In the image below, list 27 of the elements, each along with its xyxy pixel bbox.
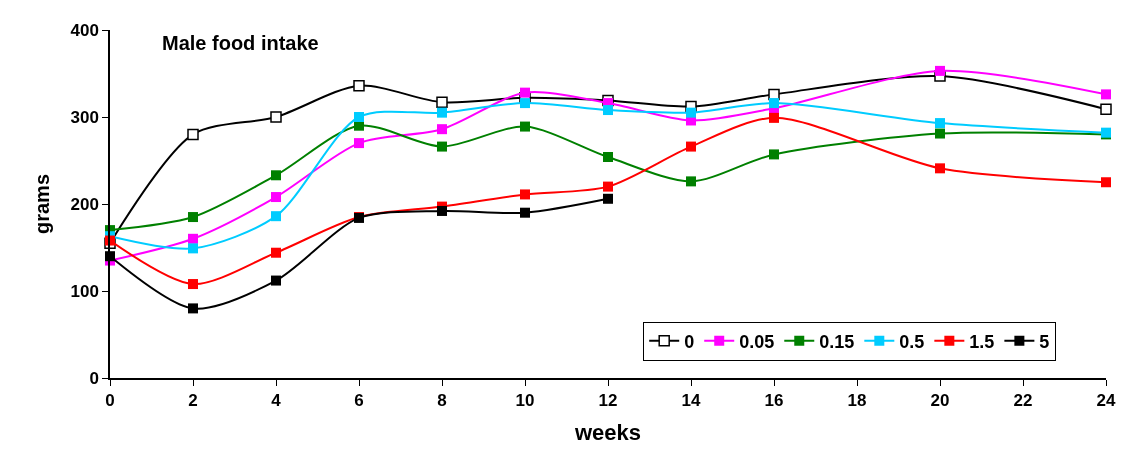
x-tick-label: 12 [598,391,618,411]
y-axis-title: grams [31,173,54,235]
x-tick-label: 14 [681,391,701,411]
legend-label: 0.15 [819,331,855,352]
x-tick-label: 24 [1096,391,1116,411]
x-tick-label: 4 [271,391,282,411]
legend-label: 0.05 [739,331,775,352]
x-tick-label: 8 [437,391,447,411]
y-tick-label: 300 [70,107,99,127]
legend-label: 1.5 [969,331,995,352]
legend-label: 0.5 [899,331,925,352]
y-tick-label: 0 [89,368,99,388]
x-tick-label: 22 [1013,391,1033,411]
x-tick-label: 16 [764,391,784,411]
y-tick-label: 400 [70,20,99,40]
x-tick-label: 10 [515,391,535,411]
x-tick-label: 18 [847,391,867,411]
x-tick-label: 0 [105,391,115,411]
x-tick-label: 20 [930,391,950,411]
x-tick-label: 2 [188,391,198,411]
chart-title: Male food intake [162,32,319,54]
y-tick-label: 100 [70,281,99,301]
x-axis-title: weeks [573,419,642,445]
y-tick-label: 200 [70,194,99,214]
legend-label: 0 [684,331,695,352]
x-tick-label: 6 [354,391,364,411]
legend-label: 5 [1039,331,1050,352]
